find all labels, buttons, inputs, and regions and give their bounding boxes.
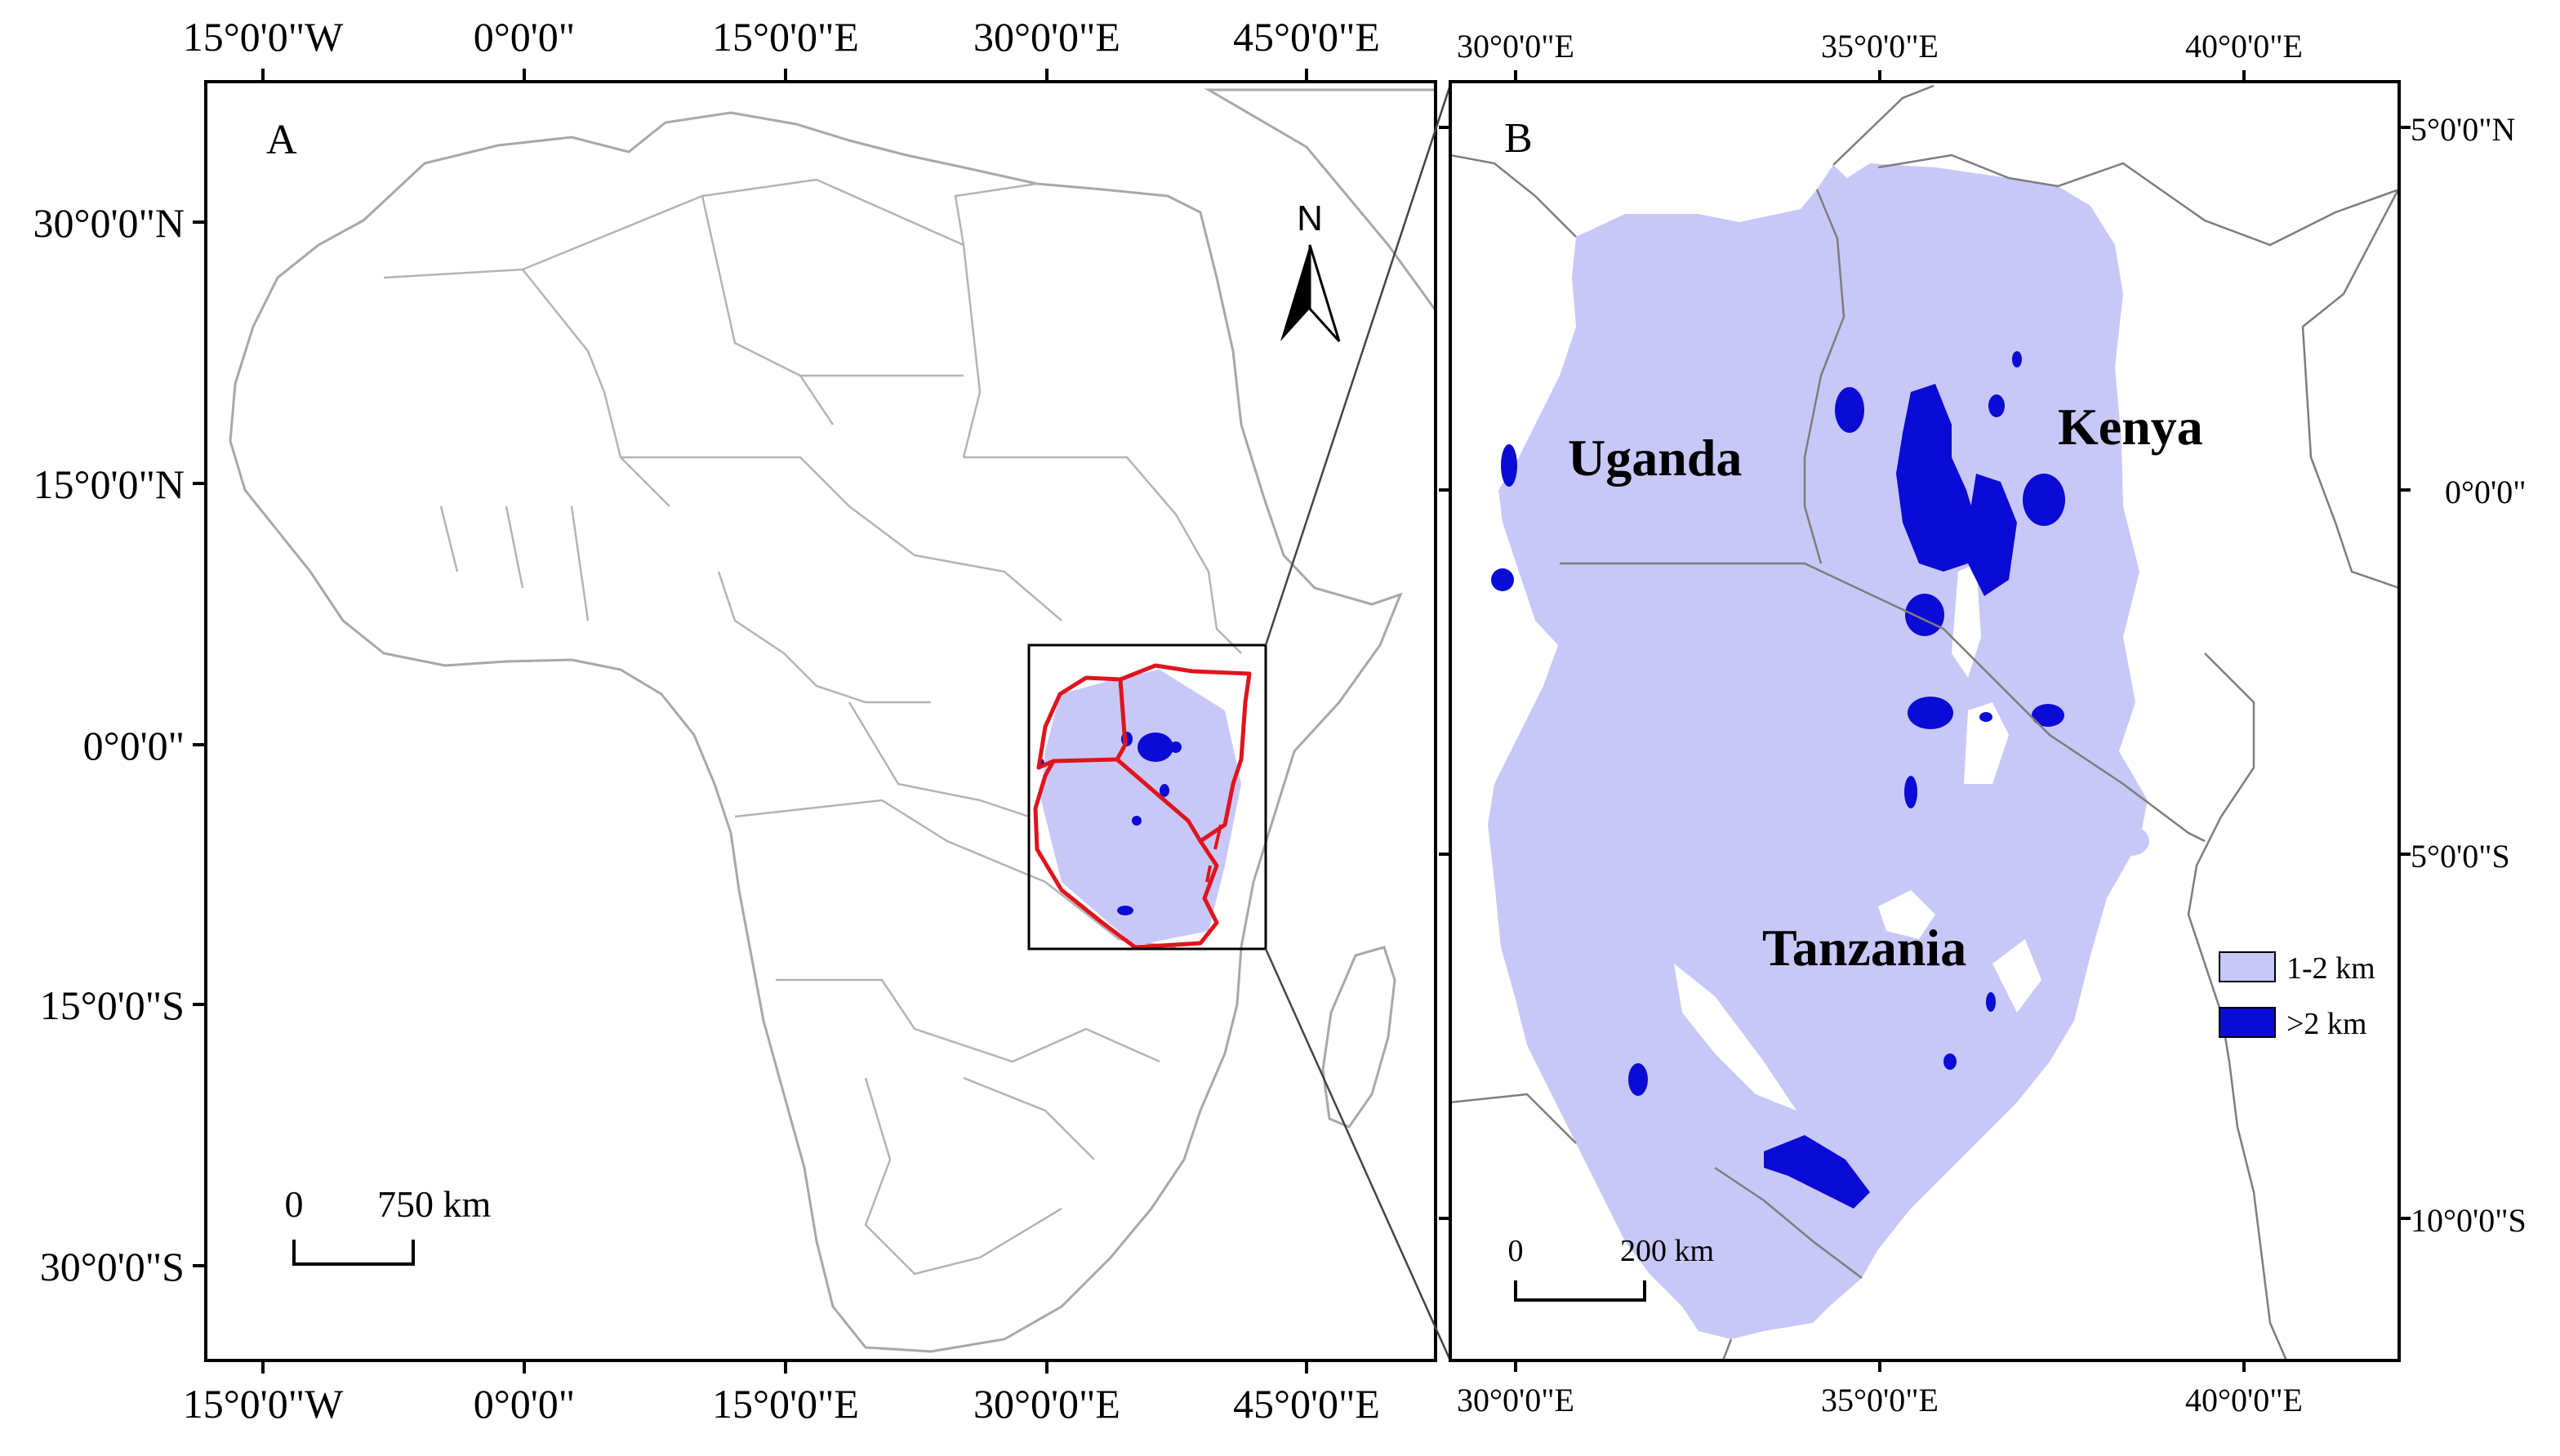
a-top-label: 15°0'0"E: [712, 14, 859, 60]
study-area-overview: [1027, 643, 1267, 951]
b-top-label: 35°0'0"E: [1821, 28, 1939, 65]
panel-b-bottom-axis: 30°0'0"E 35°0'0"E 40°0'0"E: [1457, 1382, 2303, 1418]
country-borders-b: [1450, 84, 2399, 1360]
zoom-connector-lines: [1264, 84, 1452, 1361]
panel-a-top-axis: 15°0'0"W 0°0'0" 15°0'0"E 30°0'0"E 45°0'0…: [183, 14, 1380, 60]
a-left-label: 15°0'0"N: [33, 461, 185, 507]
panel-a-left-axis: 30°0'0"N 15°0'0"N 0°0'0" 15°0'0"S 30°0'0…: [33, 200, 185, 1289]
panel-a: N A 0 750 km 15°0'0"W 0°0'0" 15°0'0"E 30…: [33, 14, 1437, 1427]
country-label-uganda: Uganda: [1568, 429, 1742, 487]
b-right-label: 0°0'0": [2445, 474, 2527, 510]
elevation-1-2-km-patches: [2072, 223, 2149, 856]
panel-a-bottom-axis: 15°0'0"W 0°0'0" 15°0'0"E 30°0'0"E 45°0'0…: [183, 1381, 1380, 1427]
a-bottom-label: 30°0'0"E: [973, 1381, 1120, 1427]
b-bottom-label: 30°0'0"E: [1457, 1382, 1574, 1418]
b-right-label: 5°0'0"S: [2411, 838, 2510, 875]
panel-a-ticks: [193, 69, 1308, 1374]
legend-label-above-2-km: >2 km: [2286, 1007, 2367, 1041]
a-bottom-label: 15°0'0"E: [712, 1381, 859, 1427]
panel-b: B Uganda Kenya Tanzania 1-2 km >2 km 0 2…: [1439, 28, 2527, 1418]
panel-b-right-axis: 5°0'0"N 0°0'0" 5°0'0"S 10°0'0"S: [2411, 111, 2527, 1239]
country-label-tanzania: Tanzania: [1762, 919, 1966, 977]
legend: 1-2 km >2 km: [2219, 951, 2375, 1041]
coastline-b: [2187, 652, 2288, 1360]
panel-a-frame: [204, 80, 1437, 1362]
scale-bar-b: 0 200 km: [1508, 1234, 1714, 1302]
b-right-label: 5°0'0"N: [2411, 111, 2515, 148]
a-left-label: 0°0'0": [83, 723, 185, 768]
country-borders: [383, 178, 1242, 1276]
a-top-label: 45°0'0"E: [1233, 14, 1380, 60]
panel-b-letter: B: [1504, 115, 1533, 162]
b-bottom-label: 40°0'0"E: [2185, 1382, 2303, 1418]
legend-swatch-above-2-km: [2219, 1007, 2276, 1038]
b-top-label: 30°0'0"E: [1457, 28, 1574, 65]
zoom-extent-box: [1027, 643, 1267, 951]
study-area-outline: [1033, 663, 1252, 950]
a-bottom-label: 45°0'0"E: [1233, 1381, 1380, 1427]
scale-bar-b-end: 200 km: [1620, 1234, 1714, 1268]
a-bottom-label: 15°0'0"W: [183, 1381, 344, 1427]
elevation-1-2-km-region: [1488, 163, 2148, 1339]
elevation-above-2-km-regions: [1491, 351, 2065, 1209]
a-top-label: 30°0'0"E: [973, 14, 1120, 60]
a-top-label: 0°0'0": [474, 14, 575, 60]
a-left-label: 15°0'0"S: [40, 982, 185, 1028]
a-left-label: 30°0'0"N: [33, 200, 185, 246]
scale-bar-a-start: 0: [285, 1183, 304, 1225]
a-bottom-label: 0°0'0": [474, 1381, 575, 1427]
madagascar: [1321, 946, 1396, 1129]
lake-areas: [1674, 563, 2041, 1111]
scale-bar-a: 0 750 km: [285, 1183, 492, 1266]
a-top-label: 15°0'0"W: [183, 14, 344, 60]
panel-b-top-axis: 30°0'0"E 35°0'0"E 40°0'0"E: [1457, 28, 2303, 65]
country-label-kenya: Kenya: [2058, 398, 2203, 456]
study-area-elevation-1-2-km: [1041, 670, 1241, 946]
panel-b-ticks: [1439, 70, 2411, 1372]
legend-label-1-2-km: 1-2 km: [2286, 951, 2375, 986]
study-area-islands: [1205, 824, 1222, 883]
africa-landmass: [229, 88, 1436, 1353]
legend-swatch-1-2-km: [2219, 951, 2276, 982]
north-arrow-label: N: [1297, 198, 1323, 238]
scale-bar-a-end: 750 km: [377, 1183, 492, 1225]
b-right-label: 10°0'0"S: [2411, 1202, 2527, 1239]
north-arrow-icon: N: [1280, 198, 1341, 343]
scale-bar-b-start: 0: [1508, 1234, 1524, 1268]
b-bottom-label: 35°0'0"E: [1821, 1382, 1939, 1418]
africa-coastline: [229, 111, 1403, 1353]
panel-b-frame: [1449, 80, 2401, 1362]
a-left-label: 30°0'0"S: [40, 1244, 185, 1289]
arabian-peninsula: [1204, 88, 1436, 313]
panel-a-letter: A: [266, 117, 297, 163]
b-top-label: 40°0'0"E: [2185, 28, 2303, 65]
